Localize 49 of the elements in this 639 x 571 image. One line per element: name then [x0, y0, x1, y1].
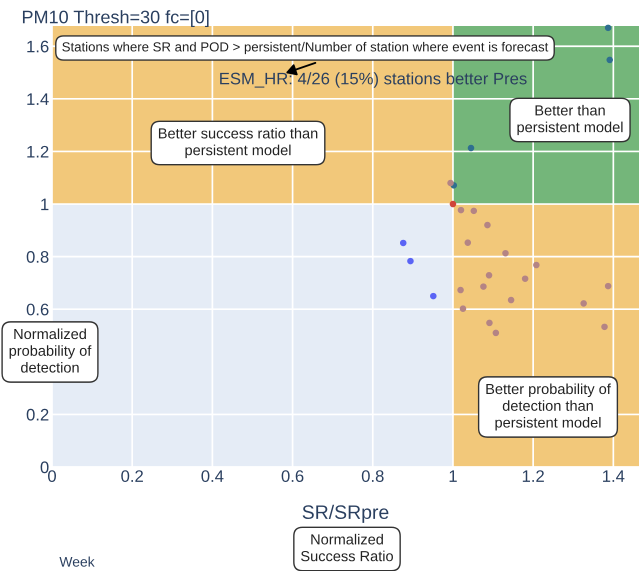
y-tick-label: 0.2 — [26, 408, 48, 421]
annotation: Better probability of detection than persistent model — [486, 383, 611, 431]
point — [522, 275, 528, 282]
x-tick-label: 0.8 — [362, 470, 384, 482]
point — [502, 250, 509, 256]
y-tick-label: 1.2 — [27, 146, 48, 158]
x-axis-title: SR/SRpre — [302, 504, 388, 523]
point — [492, 330, 500, 336]
text: Week — [59, 556, 95, 567]
point — [470, 208, 478, 214]
point — [430, 292, 437, 300]
text: Normalized Success Ratio — [301, 534, 393, 562]
point — [533, 262, 540, 268]
point — [464, 239, 472, 246]
point — [458, 206, 464, 214]
point — [484, 222, 491, 228]
point — [468, 144, 474, 152]
x-tick-label: 0.2 — [121, 470, 143, 482]
point — [601, 324, 608, 330]
annotation: Normalized probability of detection — [10, 328, 92, 373]
x-tick-label: 1.4 — [603, 470, 624, 482]
y-tick-label: 1.6 — [27, 40, 48, 52]
point — [604, 282, 612, 290]
point — [460, 305, 466, 312]
y-tick-label: 1.4 — [27, 93, 49, 105]
x-tick-label: 0.6 — [282, 470, 304, 482]
point — [508, 296, 514, 304]
annotation: Better than persistent model — [517, 104, 623, 136]
annotation: Better success ratio than persistent model — [158, 128, 318, 158]
point — [604, 24, 612, 32]
point — [486, 320, 493, 326]
point — [450, 200, 456, 208]
y-tick-label: 1 — [41, 198, 48, 210]
y-tick-label: 0 — [40, 461, 49, 474]
point — [606, 56, 613, 64]
point — [580, 300, 587, 307]
x-tick-label: 1.2 — [522, 470, 544, 482]
point — [447, 180, 454, 186]
point — [407, 258, 414, 264]
point — [486, 272, 492, 279]
point — [457, 286, 464, 294]
x-tick-label: 1 — [450, 470, 457, 482]
y-tick-label: 0.8 — [26, 251, 48, 263]
annotation: Stations where SR and POD > persistent/Number of station where event is forecast — [62, 42, 548, 54]
point — [400, 240, 406, 246]
x-tick-label: 0.4 — [201, 470, 224, 482]
chart-title: PM10 Thresh=30 fc=[0] — [22, 10, 209, 27]
y-tick-label: 0.6 — [26, 304, 48, 316]
point — [480, 283, 487, 290]
